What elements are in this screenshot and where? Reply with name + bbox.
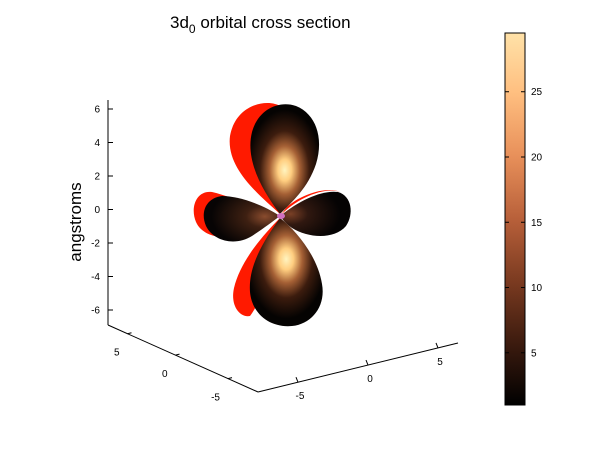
y-tick-mark	[365, 359, 369, 366]
y-ticks: -5 0 5	[295, 342, 443, 402]
y-tick-mark	[295, 377, 299, 383]
x-tick-mark	[127, 332, 132, 335]
orbital-surface	[193, 103, 351, 327]
colorbar-tick-label: 25	[531, 87, 543, 98]
axes: 6 4 2 0 -2 -4 -6 5 0 -5 -5 0 5	[91, 100, 459, 404]
z-tick-label: -4	[91, 272, 100, 283]
x-tick-label: -5	[211, 393, 220, 404]
colorbar-tick-label: 15	[531, 218, 543, 229]
x-ticks: 5 0 -5	[114, 332, 233, 404]
x-tick-label: 5	[114, 348, 120, 359]
colorbar-tick-label: 10	[531, 283, 543, 294]
z-axis-label: angstroms	[66, 182, 85, 261]
colorbar-tick-label: 20	[531, 153, 543, 164]
y-tick-label: 5	[437, 357, 443, 368]
right-lobe-shell	[280, 189, 340, 216]
z-tick-label: 2	[94, 172, 100, 183]
colorbar-tick-label: 5	[531, 348, 537, 359]
colorbar-ticks: 5 10 15 20 25	[505, 87, 543, 359]
y-tick-mark	[435, 342, 439, 349]
y-tick-label: -5	[296, 391, 305, 402]
top-lobe	[250, 104, 320, 214]
x-tick-label: 0	[162, 369, 168, 380]
title-subscript: 0	[189, 22, 196, 36]
x-axis-line	[107, 324, 259, 393]
z-tick-label: -2	[91, 239, 100, 250]
nodal-center	[277, 213, 285, 219]
z-tick-label: 4	[94, 138, 100, 149]
z-ticks: 6 4 2 0 -2 -4 -6	[91, 105, 113, 317]
title-main: 3d	[170, 13, 189, 32]
bottom-lobe	[249, 218, 323, 327]
colorbar: 5 10 15 20 25	[504, 32, 543, 406]
z-tick-label: 6	[94, 105, 100, 116]
x-tick-mark	[227, 377, 233, 380]
z-tick-label: -6	[91, 306, 100, 317]
z-tick-label: 0	[94, 205, 100, 216]
y-tick-label: 0	[367, 374, 373, 385]
colorbar-gradient	[504, 32, 526, 406]
chart-title: 3d0 orbital cross section	[170, 13, 351, 36]
title-rest: orbital cross section	[196, 13, 351, 32]
right-side-lobe	[280, 191, 351, 236]
left-side-lobe	[203, 196, 280, 242]
x-tick-mark	[175, 353, 180, 356]
y-axis-line	[257, 342, 459, 393]
